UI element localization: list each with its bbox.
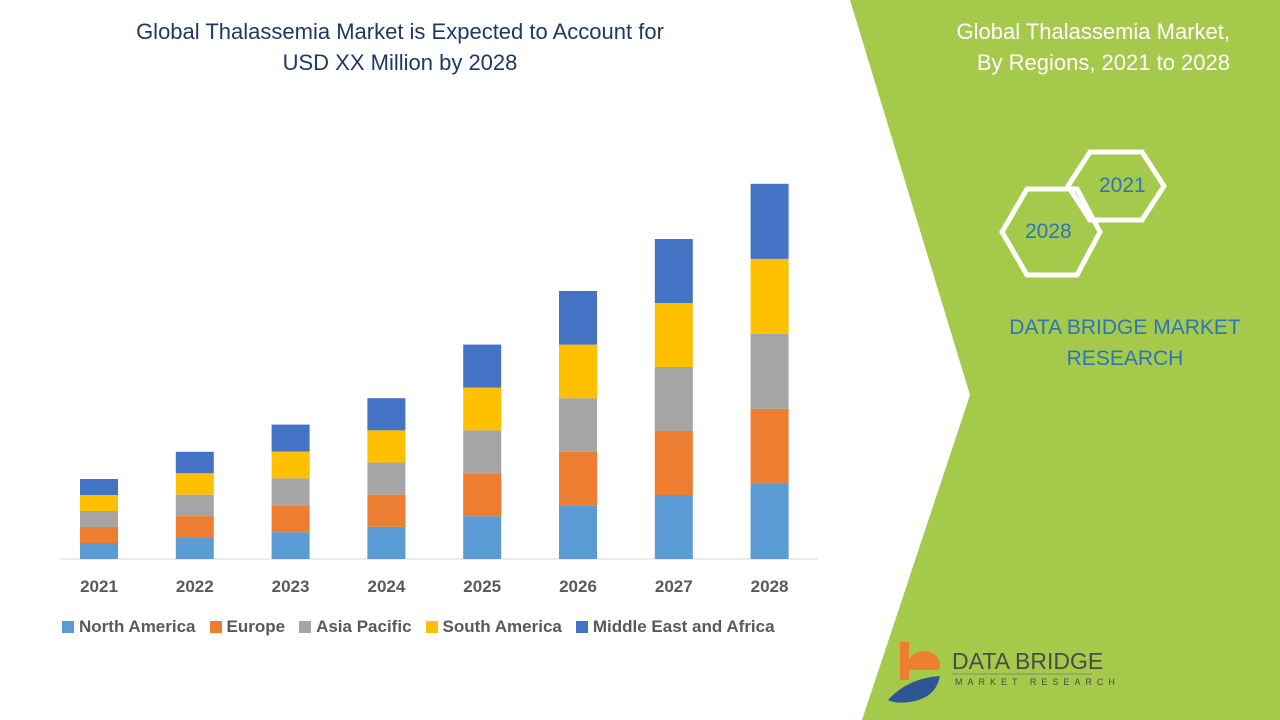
x-tick-label: 2026 <box>559 577 597 596</box>
bar-segment-2024-asia-pacific <box>367 462 406 495</box>
bar-segment-2026-europe <box>559 451 597 506</box>
legend-label: Middle East and Africa <box>592 617 775 636</box>
legend-item: South America <box>425 617 562 637</box>
legend-label: Europe <box>226 617 286 636</box>
legend-swatch <box>299 621 312 633</box>
bar-segment-2024-south-america <box>367 430 406 463</box>
bars <box>80 183 789 559</box>
chart-title-line-1: Global Thalassemia Market is Expected to… <box>136 19 664 44</box>
chart-title-line-2: USD XX Million by 2028 <box>282 50 518 75</box>
x-tick-label: 2022 <box>176 577 214 596</box>
legend-item: North America <box>62 617 196 637</box>
hexagon-2028 <box>999 186 1103 278</box>
green-side-panel <box>850 0 1280 720</box>
legend-swatch <box>62 621 74 633</box>
bar-segment-2026-north-america <box>559 505 597 559</box>
bar-segment-2024-europe <box>367 494 406 527</box>
brand-line-1: DATA BRIDGE MARKET <box>1009 316 1241 339</box>
bar-segment-2028-middle-east-and-africa <box>750 183 789 259</box>
legend-item: Middle East and Africa <box>575 617 775 637</box>
legend-label: South America <box>442 617 562 636</box>
x-tick-label: 2024 <box>367 577 405 596</box>
bar-segment-2026-south-america <box>559 344 597 399</box>
bar-segment-2021-north-america <box>80 543 118 559</box>
legend-swatch <box>575 621 588 633</box>
legend-item: Europe <box>209 617 286 637</box>
legend-label: Asia Pacific <box>316 617 412 636</box>
logo-mark <box>888 642 941 703</box>
legend-swatch <box>425 621 438 633</box>
bar-segment-2023-south-america <box>271 451 310 479</box>
side-title-line-1: Global Thalassemia Market, <box>956 19 1231 44</box>
brand-text: DATA BRIDGE MARKET RESEARCH <box>985 312 1265 374</box>
logo-name: DATA BRIDGE <box>952 648 1104 674</box>
bar-segment-2028-south-america <box>750 258 789 334</box>
bar-segment-2021-europe <box>80 527 118 543</box>
bar-segment-2023-middle-east-and-africa <box>271 424 310 452</box>
bar-segment-2026-middle-east-and-africa <box>559 291 597 345</box>
bar-segment-2024-middle-east-and-africa <box>367 398 406 431</box>
bar-segment-2025-north-america <box>463 516 502 559</box>
bar-segment-2021-middle-east-and-africa <box>80 479 118 495</box>
x-tick-label: 2025 <box>463 577 501 596</box>
bar-segment-2023-asia-pacific <box>271 478 310 506</box>
x-tick-labels: 2021 2022 2023 2024 2025 2026 2027 2028 <box>80 577 788 596</box>
x-tick-label: 2028 <box>751 577 789 596</box>
bar-segment-2027-south-america <box>654 303 693 367</box>
legend-label: North America <box>79 617 196 636</box>
x-tick-label: 2021 <box>80 577 118 596</box>
bar-segment-2022-asia-pacific <box>175 494 214 517</box>
x-tick-label: 2023 <box>272 577 310 596</box>
bar-segment-2025-middle-east-and-africa <box>463 344 502 388</box>
legend: North America Europe Asia Pacific South Ame… <box>62 617 775 637</box>
bar-segment-2021-asia-pacific <box>80 511 118 527</box>
bar-segment-2023-europe <box>271 505 310 533</box>
bar-segment-2022-south-america <box>175 473 214 495</box>
side-title-line-2: By Regions, 2021 to 2028 <box>976 50 1230 75</box>
chart-title: Global Thalassemia Market is Expected to… <box>60 16 740 78</box>
bar-segment-2028-europe <box>750 408 789 484</box>
bar-segment-2022-europe <box>175 516 214 538</box>
bar-segment-2025-europe <box>463 473 502 517</box>
bar-segment-2024-north-america <box>367 526 406 559</box>
bar-segment-2028-asia-pacific <box>750 333 789 409</box>
bar-segment-2027-asia-pacific <box>654 367 693 431</box>
bar-segment-2027-middle-east-and-africa <box>654 239 693 303</box>
logo-subtitle: MARKET RESEARCH <box>955 677 1120 687</box>
bar-segment-2026-asia-pacific <box>559 398 597 452</box>
bar-segment-2028-north-america <box>750 483 789 559</box>
bar-segment-2025-south-america <box>463 387 502 431</box>
bar-segment-2022-north-america <box>175 537 214 559</box>
hexagon-2021 <box>1065 149 1167 223</box>
brand-line-2: RESEARCH <box>1066 347 1184 370</box>
legend-item: Asia Pacific <box>299 617 412 637</box>
bar-segment-2021-south-america <box>80 495 118 511</box>
bar-segment-2023-north-america <box>271 532 310 559</box>
bar-segment-2022-middle-east-and-africa <box>175 451 214 474</box>
bar-segment-2025-asia-pacific <box>463 430 502 474</box>
hex-label-2021: 2021 <box>1099 174 1146 197</box>
x-tick-label: 2027 <box>655 577 693 596</box>
legend-swatch <box>209 621 222 633</box>
side-panel-title: Global Thalassemia Market, By Regions, 2… <box>900 16 1260 78</box>
bar-segment-2027-europe <box>654 431 693 495</box>
bar-segment-2027-north-america <box>654 495 693 559</box>
hex-label-2028: 2028 <box>1025 220 1072 243</box>
